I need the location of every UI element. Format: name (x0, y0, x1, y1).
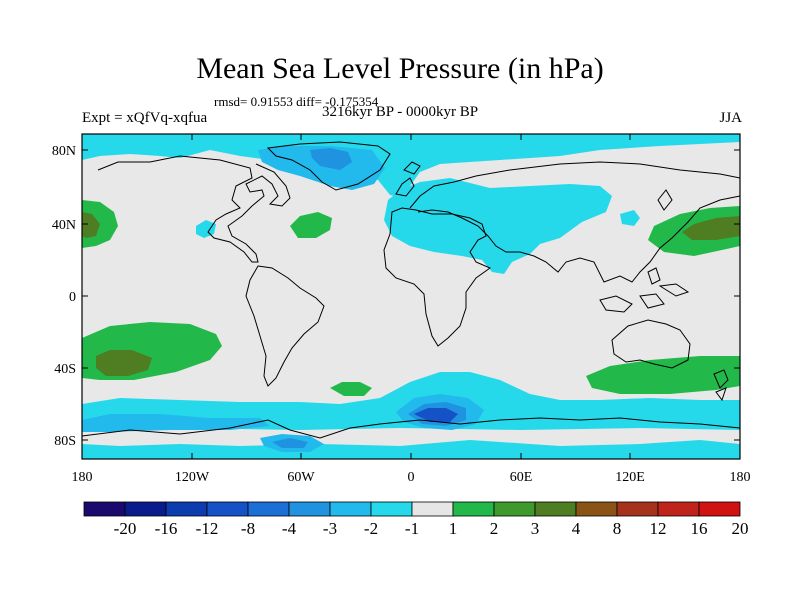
mexico-negative-patch (196, 220, 216, 238)
colorbar-label: 20 (732, 519, 749, 538)
experiment-label: Expt = xQfVq-xqfua (82, 110, 208, 126)
colorbar-swatch (534, 501, 577, 517)
colorbar-swatch (411, 501, 454, 517)
colorbar-swatch (206, 501, 249, 517)
lon-label-120e: 120E (615, 470, 645, 485)
colorbar-label: 2 (490, 519, 499, 538)
colorbar-label: -8 (241, 519, 255, 538)
lon-label-180e: 180 (730, 470, 751, 485)
figure-title: Mean Sea Level Pressure (in hPa) (196, 52, 604, 85)
lat-label-0: 0 (69, 290, 76, 305)
lon-label-0: 0 (408, 470, 415, 485)
china-negative-patch (620, 210, 640, 226)
colorbar-label: -1 (405, 519, 419, 538)
colorbar-label: -3 (323, 519, 337, 538)
colorbar-swatch (83, 501, 126, 517)
colorbar-swatch (329, 501, 372, 517)
colorbar-swatch (247, 501, 290, 517)
africa-coast (383, 207, 492, 347)
arctic-negative-zone (82, 134, 740, 198)
lon-label-180w: 180 (72, 470, 93, 485)
spacific-positive-core (96, 350, 152, 376)
colorbar: -20 -16 -12 -8 -4 -3 -2 -1 1 2 3 4 8 12 16 20 (83, 501, 749, 538)
lat-label-80n: 80N (52, 144, 76, 159)
colorbar-swatch (288, 501, 331, 517)
colorbar-swatch (370, 501, 413, 517)
southern-ocean-minus-2 (82, 414, 270, 432)
colorbar-label: 12 (650, 519, 667, 538)
colorbar-swatch (165, 501, 208, 517)
greenland-coast (266, 141, 391, 191)
colorbar-swatch (493, 501, 536, 517)
colorbar-label: 16 (691, 519, 708, 538)
natlantic-positive (290, 212, 332, 238)
antarctic-coast-neutral (82, 428, 740, 446)
colorbar-label: -4 (282, 519, 297, 538)
satlantic-positive (330, 382, 372, 396)
tick-marks (82, 134, 740, 459)
colorbar-swatch (575, 501, 618, 517)
lon-label-60w: 60W (287, 470, 315, 485)
japan-coast (657, 189, 673, 211)
colorbar-swatch (698, 501, 741, 517)
colorbar-swatch (452, 501, 495, 517)
colorbar-label: -16 (155, 519, 178, 538)
lon-label-120w: 120W (175, 470, 210, 485)
npacific-east-positive-core (682, 216, 740, 240)
antarctica-coast (81, 417, 741, 439)
colorbar-label: 4 (572, 519, 581, 538)
british-isles-coast (395, 161, 421, 197)
colorbar-label: 3 (531, 519, 540, 538)
lat-label-80s: 80S (54, 434, 76, 449)
weddell-minus-8 (414, 408, 458, 422)
lat-label-40s: 40S (54, 362, 76, 377)
north-america-coast (97, 155, 291, 263)
eurasia-coast (409, 161, 741, 283)
greenland-minus-3-zone (310, 148, 352, 170)
colorbar-label: -12 (196, 519, 219, 538)
colorbar-swatch (124, 501, 167, 517)
lat-label-40n: 40N (52, 218, 76, 233)
sindian-positive (586, 356, 740, 394)
south-america-coast (245, 265, 325, 387)
lon-label-60e: 60E (510, 470, 533, 485)
new-zealand-coast (713, 369, 729, 402)
australia-coast (611, 319, 691, 369)
greenland-minus-2-zone (258, 146, 385, 190)
ross-minus-3 (272, 438, 308, 448)
colorbar-swatch (657, 501, 700, 517)
colorbar-swatch (616, 501, 659, 517)
npacific-west-positive-core (82, 212, 100, 238)
stats-text: rmsd= 0.91553 diff= -0.175354 (214, 94, 379, 109)
pressure-field (82, 134, 740, 459)
colorbar-label: 8 (613, 519, 622, 538)
period-label: 3216kyr BP - 0000kyr BP (322, 104, 479, 120)
eurasia-negative-zone (384, 178, 612, 274)
colorbar-label: -2 (364, 519, 378, 538)
coastlines (81, 141, 741, 439)
colorbar-label: 1 (449, 519, 458, 538)
indonesia-coast (599, 267, 690, 313)
colorbar-label: -20 (114, 519, 137, 538)
season-label: JJA (719, 110, 742, 126)
